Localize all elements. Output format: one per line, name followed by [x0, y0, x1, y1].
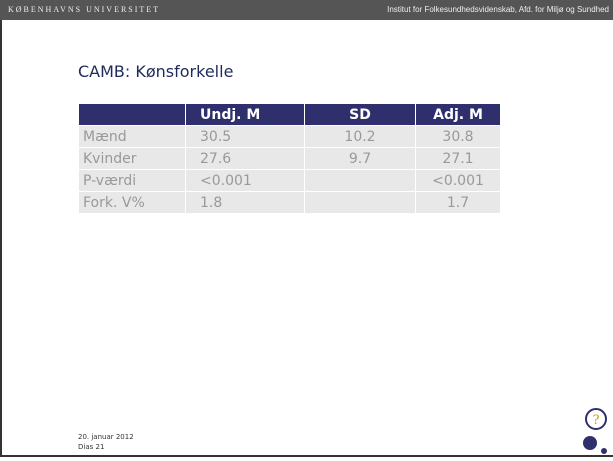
university-name: KØBENHAVNS UNIVERSITET — [8, 5, 161, 14]
header-cell: SD — [304, 103, 416, 126]
bottom-border — [0, 455, 613, 457]
table-cell: 30.8 — [415, 125, 501, 148]
table-cell: 9.7 — [304, 147, 416, 170]
footer-date: 20. januar 2012 — [78, 433, 134, 441]
svg-text:?: ? — [593, 413, 600, 428]
table-cell: <0.001 — [185, 169, 305, 192]
table-cell: <0.001 — [415, 169, 501, 192]
header-cell: Adj. M — [415, 103, 501, 126]
table-cell — [304, 191, 416, 214]
left-border — [0, 20, 2, 456]
university-logo: ? — [583, 408, 607, 454]
table-row: Kvinder 27.6 9.7 27.1 — [78, 147, 501, 170]
data-table: Undj. M SD Adj. M Mænd 30.5 10.2 30.8 Kvinder 27… — [78, 103, 501, 214]
institute-name: Institut for Folkesundhedsvidenskab, Afd… — [387, 5, 609, 14]
table-row: Fork. V% 1.8 1.7 — [78, 191, 501, 214]
slide-title: CAMB: Kønsforkelle — [78, 62, 234, 81]
table-cell: 10.2 — [304, 125, 416, 148]
top-bar: KØBENHAVNS UNIVERSITET Institut for Folk… — [0, 0, 613, 20]
table-row: Mænd 30.5 10.2 30.8 — [78, 125, 501, 148]
table-cell: Fork. V% — [78, 191, 186, 214]
table-cell: 27.1 — [415, 147, 501, 170]
table-cell — [304, 169, 416, 192]
table-cell: 1.7 — [415, 191, 501, 214]
header-cell — [78, 103, 186, 126]
header-row: Undj. M SD Adj. M — [78, 103, 501, 126]
table-cell: 1.8 — [185, 191, 305, 214]
header-cell: Undj. M — [185, 103, 305, 126]
footer-slide-number: Dias 21 — [78, 443, 105, 451]
table-cell: 27.6 — [185, 147, 305, 170]
table-row: P-værdi <0.001 <0.001 — [78, 169, 501, 192]
table-cell: Mænd — [78, 125, 186, 148]
table-cell: P-værdi — [78, 169, 186, 192]
table-cell: 30.5 — [185, 125, 305, 148]
table-cell: Kvinder — [78, 147, 186, 170]
